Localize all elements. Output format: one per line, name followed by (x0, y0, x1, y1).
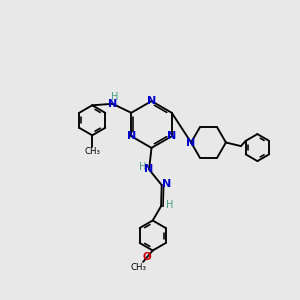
Text: CH₃: CH₃ (131, 263, 147, 272)
Text: H: H (166, 200, 173, 211)
Text: N: N (127, 131, 136, 141)
Text: O: O (142, 252, 151, 262)
Text: CH₃: CH₃ (84, 147, 100, 156)
Text: N: N (145, 164, 154, 175)
Text: N: N (187, 137, 196, 148)
Text: N: N (108, 99, 117, 109)
Text: H: H (139, 162, 146, 172)
Text: N: N (147, 96, 156, 106)
Text: H: H (111, 92, 119, 102)
Text: N: N (163, 179, 172, 189)
Text: N: N (167, 131, 176, 141)
